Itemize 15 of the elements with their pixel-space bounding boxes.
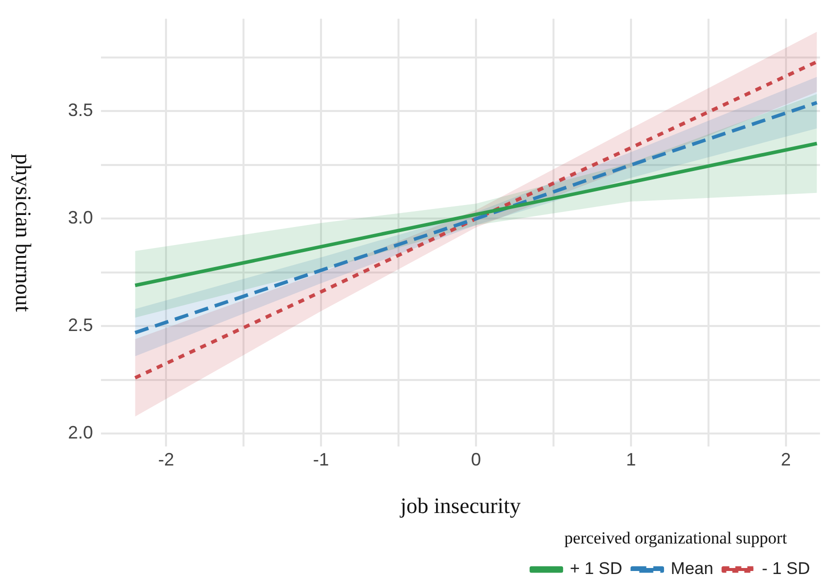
y-tick-label: 2.0	[68, 422, 94, 443]
legend-label: Mean	[670, 559, 714, 578]
x-tick-label: -1	[313, 449, 330, 470]
y-tick-label: 3.0	[68, 208, 94, 228]
x-tick-label: 1	[626, 449, 636, 470]
legend-title: perceived organizational support	[564, 528, 788, 548]
x-axis-title: job insecurity	[399, 493, 521, 518]
legend-label: + 1 SD	[570, 559, 622, 578]
legend-label: - 1 SD	[762, 559, 810, 578]
y-tick-label: 3.5	[68, 100, 94, 120]
x-tick-label: 0	[471, 449, 482, 470]
x-tick-label: 2	[780, 449, 791, 470]
y-axis-title: physician burnout	[11, 154, 36, 312]
x-tick-label: -2	[158, 449, 174, 470]
y-tick-label: 2.5	[68, 315, 94, 336]
